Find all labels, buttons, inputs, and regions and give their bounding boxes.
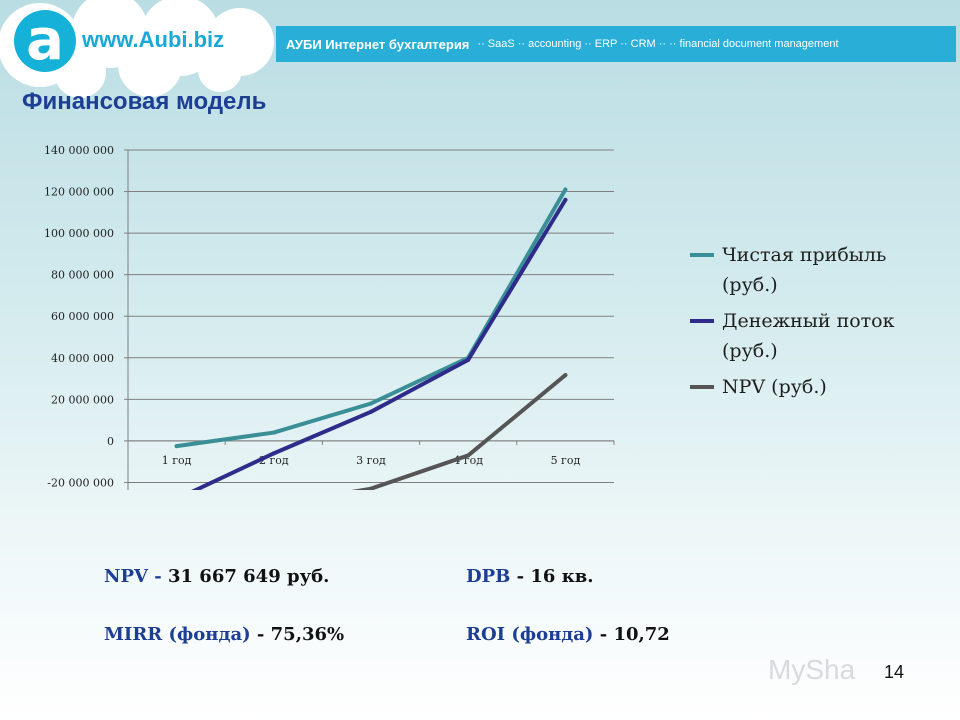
- page-number: 14: [884, 662, 905, 682]
- y-tick-label: 60 000 000: [51, 310, 114, 323]
- legend-item-net-profit: Чистая прибыль (руб.): [690, 240, 930, 300]
- header-banner: АУБИ Интернет бухгалтерия ·· SaaS ·· acc…: [276, 26, 956, 62]
- data-point-cash-flow: [271, 451, 276, 456]
- dpb-metric: DPB - 16 кв.: [466, 566, 593, 587]
- page-title: Финансовая модель: [22, 88, 267, 115]
- series-line-cash-flow: [191, 197, 568, 490]
- x-tick-label: 1 год: [162, 454, 192, 467]
- legend-item-npv: NPV (руб.): [690, 372, 930, 402]
- mirr-label: MIRR (фонда): [104, 624, 251, 645]
- mirr-metric: MIRR (фонда) - 75,36%: [104, 624, 344, 645]
- chart-axes: [124, 149, 615, 490]
- legend-swatch-npv: [690, 385, 714, 389]
- chart-y-ticks: 140 000 000 120 000 000 100 000 000 80 000 …: [44, 144, 114, 489]
- legend-swatch-cash-flow: [690, 319, 714, 323]
- data-point-cash-flow: [466, 357, 471, 362]
- chart-legend: Чистая прибыль (руб.) Денежный поток (ру…: [690, 240, 930, 408]
- x-tick-label: 5 год: [551, 454, 581, 467]
- data-point-net-profit: [563, 187, 568, 192]
- legend-label-npv: NPV (руб.): [722, 376, 827, 398]
- dpb-label: DPB: [466, 566, 511, 587]
- chart-x-ticks: 1 год 2 год 3 год 4 год 5 год: [162, 454, 581, 467]
- watermark-logo: MySha: [768, 654, 856, 685]
- y-tick-label: 120 000 000: [44, 186, 114, 199]
- data-point-cash-flow: [369, 409, 373, 414]
- banner-tags: ·· SaaS ·· accounting ·· ERP ·· CRM ·· ·…: [477, 38, 839, 50]
- data-point-cash-flow: [563, 197, 568, 202]
- data-point-net-profit: [271, 430, 276, 435]
- legend-swatch-net-profit: [690, 253, 714, 257]
- y-tick-label: 40 000 000: [51, 352, 114, 365]
- roi-value: - 10,72: [599, 624, 670, 645]
- legend-label-cash-flow: Денежный поток (руб.): [722, 310, 895, 362]
- npv-metric: NPV - 31 667 649 руб.: [104, 566, 329, 587]
- line-chart: 1 год 2 год 3 год 4 год 5 год 140 000 000 120…: [44, 144, 615, 490]
- y-tick-label: 140 000 000: [44, 144, 114, 157]
- site-url-link[interactable]: www.Aubi.biz: [82, 27, 225, 52]
- banner-title: АУБИ Интернет бухгалтерия: [286, 36, 470, 52]
- chart-series: [174, 187, 568, 490]
- data-point-npv: [369, 486, 373, 490]
- legend-label-net-profit: Чистая прибыль (руб.): [722, 244, 887, 296]
- y-tick-label: -20 000 000: [47, 476, 114, 489]
- series-line-net-profit: [174, 187, 568, 449]
- npv-value: 31 667 649 руб.: [167, 566, 330, 587]
- y-tick-label: 100 000 000: [44, 227, 114, 240]
- npv-label: NPV -: [104, 566, 162, 587]
- legend-item-cash-flow: Денежный поток (руб.): [690, 306, 930, 366]
- x-tick-label: 3 год: [356, 454, 386, 467]
- logo-letter: a: [26, 8, 64, 73]
- dpb-value: - 16 кв.: [516, 566, 594, 587]
- y-tick-label: 80 000 000: [51, 269, 114, 282]
- y-tick-label: 20 000 000: [51, 393, 114, 406]
- data-point-npv: [466, 453, 471, 458]
- y-tick-label: 0: [107, 435, 114, 448]
- header-cloud-shape: [0, 0, 274, 98]
- mirr-value: - 75,36%: [256, 624, 345, 645]
- data-point-npv: [563, 373, 568, 378]
- data-point-net-profit: [174, 444, 179, 449]
- data-point-net-profit: [369, 401, 373, 406]
- roi-metric: ROI (фонда) - 10,72: [466, 624, 670, 645]
- roi-label: ROI (фонда): [466, 624, 594, 645]
- chart-gridlines: [128, 149, 614, 483]
- aubi-logo-icon[interactable]: a: [14, 10, 76, 72]
